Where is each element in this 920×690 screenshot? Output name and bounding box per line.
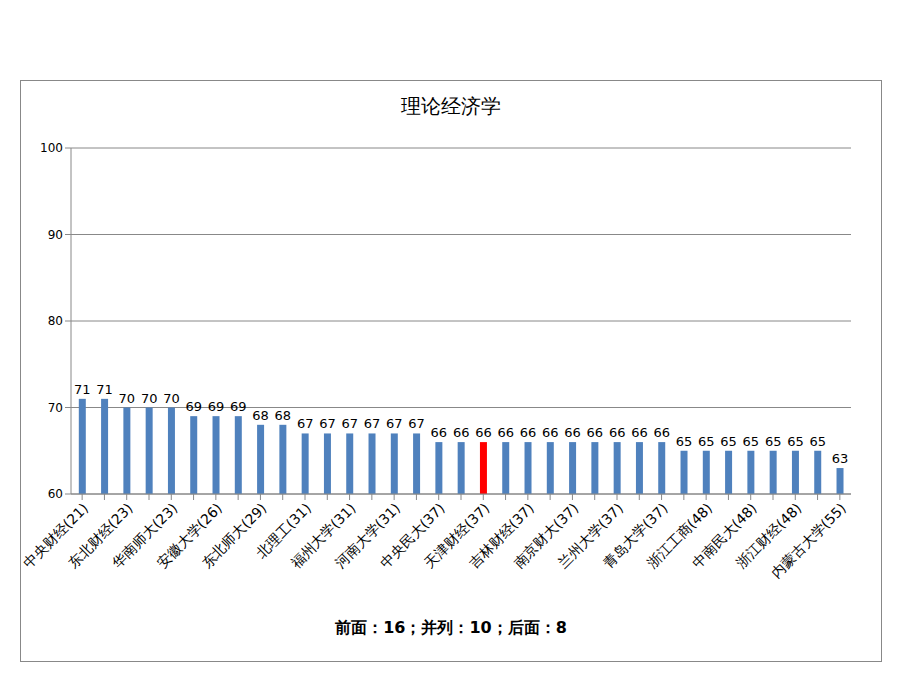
svg-text:90: 90 [48, 228, 63, 242]
svg-text:69: 69 [230, 399, 247, 414]
svg-text:65: 65 [809, 434, 826, 449]
svg-text:安徽大学(26): 安徽大学(26) [153, 499, 225, 572]
svg-text:中南民大(48): 中南民大(48) [688, 499, 760, 572]
svg-text:福州大学(31): 福州大学(31) [287, 499, 359, 572]
svg-text:68: 68 [252, 408, 269, 423]
svg-text:66: 66 [497, 425, 514, 440]
svg-text:浙江财经(48): 浙江财经(48) [733, 499, 805, 572]
svg-text:71: 71 [96, 382, 113, 397]
svg-text:66: 66 [475, 425, 492, 440]
svg-text:70: 70 [48, 401, 63, 415]
svg-text:70: 70 [119, 391, 136, 406]
svg-text:66: 66 [542, 425, 559, 440]
svg-text:67: 67 [386, 416, 403, 431]
svg-text:65: 65 [698, 434, 715, 449]
svg-text:67: 67 [297, 416, 314, 431]
svg-text:69: 69 [185, 399, 202, 414]
svg-text:中央民大(37): 中央民大(37) [376, 499, 448, 572]
svg-text:浙江工商(48): 浙江工商(48) [644, 499, 716, 572]
svg-text:内蒙古大学(55): 内蒙古大学(55) [768, 500, 849, 581]
svg-text:66: 66 [609, 425, 626, 440]
svg-text:66: 66 [453, 425, 470, 440]
svg-text:65: 65 [743, 434, 760, 449]
svg-text:北理工(31): 北理工(31) [252, 499, 315, 562]
svg-text:吉林财经(37): 吉林财经(37) [465, 499, 537, 572]
svg-text:66: 66 [431, 425, 448, 440]
svg-text:69: 69 [208, 399, 225, 414]
svg-text:66: 66 [631, 425, 648, 440]
svg-text:南京财大(37): 南京财大(37) [510, 499, 582, 572]
svg-text:天津财经(37): 天津财经(37) [421, 499, 493, 572]
svg-text:65: 65 [720, 434, 737, 449]
svg-text:71: 71 [74, 382, 91, 397]
html-text:前面：16；并列：10；后面：8: 前面：16；并列：10；后面：8 [335, 618, 567, 637]
svg-text:80: 80 [48, 314, 63, 328]
svg-text:100: 100 [40, 141, 63, 155]
svg-text:河南大学(31): 河南大学(31) [332, 499, 404, 572]
svg-text:67: 67 [408, 416, 425, 431]
svg-text:63: 63 [832, 451, 849, 466]
svg-text:68: 68 [275, 408, 292, 423]
svg-text:兰州大学(37): 兰州大学(37) [554, 499, 627, 572]
svg-text:65: 65 [676, 434, 693, 449]
svg-text:66: 66 [520, 425, 537, 440]
svg-text:60: 60 [48, 487, 63, 501]
svg-text:东北财经(23): 东北财经(23) [64, 499, 136, 572]
svg-text:青岛大学(37): 青岛大学(37) [599, 499, 671, 572]
html-text:理论经济学: 理论经济学 [401, 94, 501, 118]
svg-text:67: 67 [319, 416, 336, 431]
svg-text:66: 66 [587, 425, 604, 440]
svg-text:66: 66 [653, 425, 670, 440]
svg-text:67: 67 [364, 416, 381, 431]
svg-text:67: 67 [341, 416, 358, 431]
svg-text:65: 65 [787, 434, 804, 449]
svg-text:华南师大(23): 华南师大(23) [109, 499, 181, 572]
svg-text:66: 66 [564, 425, 581, 440]
svg-text:65: 65 [765, 434, 782, 449]
svg-text:70: 70 [163, 391, 180, 406]
svg-text:东北师大(29): 东北师大(29) [198, 500, 269, 571]
svg-text:70: 70 [141, 391, 158, 406]
